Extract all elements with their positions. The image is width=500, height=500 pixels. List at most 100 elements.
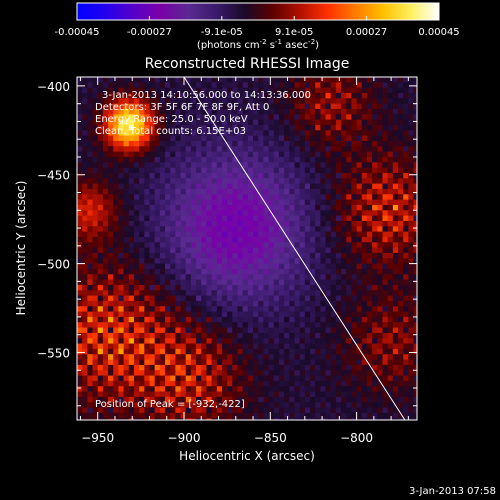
heatmap-cell (258, 290, 264, 297)
heatmap-cell (294, 82, 301, 89)
heatmap-cell (170, 364, 176, 371)
heatmap-cell (190, 327, 197, 334)
heatmap-cell (201, 322, 208, 329)
heatmap-cell (413, 322, 417, 329)
heatmap-cell (154, 418, 161, 420)
heatmap-cell (309, 231, 316, 238)
heatmap-cell (108, 300, 114, 307)
heatmap-cell (325, 332, 332, 339)
heatmap-cell (221, 407, 228, 414)
heatmap-cell (247, 220, 254, 227)
heatmap-cell (294, 407, 301, 414)
heatmap-cell (372, 252, 378, 259)
heatmap-cell (113, 92, 120, 99)
heatmap-cell (118, 322, 125, 329)
heatmap-cell (108, 103, 114, 110)
heatmap-cell (268, 108, 275, 115)
heatmap-cell (398, 364, 404, 371)
heatmap-cell (258, 114, 264, 121)
heatmap-cell (159, 135, 166, 142)
colorbar-tick-label: 9.1e-05 (275, 27, 313, 38)
heatmap-cell (77, 402, 83, 409)
heatmap-cell (289, 124, 296, 131)
heatmap-cell (180, 332, 187, 339)
heatmap-cell (216, 103, 223, 110)
heatmap-cell (299, 311, 306, 318)
heatmap-cell (268, 119, 275, 126)
heatmap-cell (372, 359, 378, 366)
heatmap-cell (413, 220, 417, 227)
heatmap-cell (366, 156, 373, 163)
heatmap-cell (299, 242, 306, 249)
heatmap-cell (118, 354, 125, 361)
heatmap-cell (149, 172, 156, 179)
heatmap-cell (398, 92, 404, 99)
heatmap-cell (102, 263, 109, 270)
heatmap-cell (304, 178, 311, 185)
heatmap-cell (165, 258, 171, 265)
heatmap-cell (77, 380, 83, 387)
heatmap-cell (196, 98, 202, 105)
heatmap-cell (237, 359, 244, 366)
heatmap-cell (211, 284, 218, 291)
heatmap-cell (102, 178, 109, 185)
heatmap-cell (227, 114, 233, 121)
heatmap-cell (408, 183, 415, 190)
heatmap-cell (108, 92, 114, 99)
heatmap-cell (175, 412, 182, 419)
heatmap-cell (237, 412, 244, 419)
heatmap-cell (398, 300, 404, 307)
heatmap-cell (392, 220, 399, 227)
heatmap-cell (87, 156, 94, 163)
heatmap-cell (309, 226, 316, 233)
heatmap-cell (320, 172, 327, 179)
heatmap-cell (299, 338, 306, 345)
heatmap-cell (299, 210, 306, 217)
heatmap-cell (309, 418, 316, 420)
heatmap-cell (97, 418, 104, 420)
heatmap-cell (221, 188, 228, 195)
heatmap-cell (351, 412, 358, 419)
heatmap-cell (377, 306, 384, 313)
heatmap-cell (102, 268, 109, 275)
heatmap-cell (165, 274, 171, 281)
heatmap-cell (92, 87, 99, 94)
heatmap-cell (372, 215, 378, 222)
heatmap-cell (273, 327, 280, 334)
heatmap-cell (408, 375, 415, 382)
heatmap-cell (196, 386, 202, 393)
heatmap-cell (232, 274, 239, 281)
heatmap-cell (377, 204, 384, 211)
heatmap-cell (128, 263, 135, 270)
heatmap-cell (201, 247, 208, 254)
heatmap-cell (201, 140, 208, 147)
heatmap-cell (113, 242, 120, 249)
heatmap-cell (382, 375, 389, 382)
heatmap-cell (216, 295, 223, 302)
heatmap-cell (263, 242, 270, 249)
heatmap-cell (320, 194, 327, 201)
heatmap-cell (128, 322, 135, 329)
heatmap-cell (335, 194, 342, 201)
heatmap-cell (273, 370, 280, 377)
heatmap-cell (377, 380, 384, 387)
heatmap-cell (382, 396, 389, 403)
heatmap-cell (165, 343, 171, 350)
heatmap-cell (315, 412, 321, 419)
heatmap-cell (180, 215, 187, 222)
heatmap-cell (351, 162, 358, 169)
heatmap-cell (278, 140, 285, 147)
heatmap-cell (159, 172, 166, 179)
heatmap-cell (77, 92, 83, 99)
heatmap-cell (361, 172, 368, 179)
heatmap-cell (237, 119, 244, 126)
heatmap-cell (273, 300, 280, 307)
heatmap-cell (170, 92, 176, 99)
heatmap-cell (356, 316, 363, 323)
heatmap-cell (315, 140, 321, 147)
heatmap-cell (398, 114, 404, 121)
heatmap-cell (102, 279, 109, 286)
heatmap-cell (253, 279, 259, 286)
heatmap-cell (351, 258, 358, 265)
heatmap-cell (82, 204, 88, 211)
